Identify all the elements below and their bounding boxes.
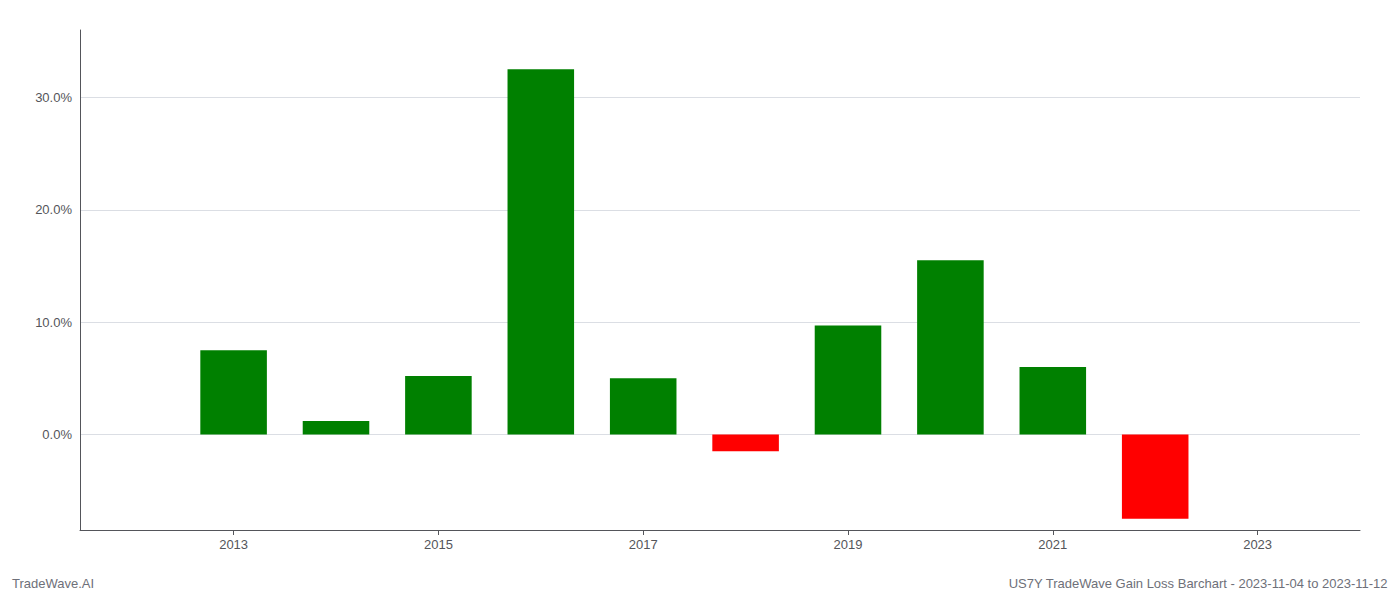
svg-text:0.0%: 0.0% (42, 427, 72, 442)
svg-text:2019: 2019 (834, 537, 863, 552)
svg-text:2021: 2021 (1038, 537, 1067, 552)
svg-text:20.0%: 20.0% (35, 202, 72, 217)
svg-text:2013: 2013 (219, 537, 248, 552)
svg-text:2017: 2017 (629, 537, 658, 552)
svg-text:2023: 2023 (1243, 537, 1272, 552)
svg-text:US7Y TradeWave Gain Loss Barch: US7Y TradeWave Gain Loss Barchart - 2023… (1009, 576, 1388, 591)
svg-text:TradeWave.AI: TradeWave.AI (12, 576, 94, 591)
svg-text:2015: 2015 (424, 537, 453, 552)
svg-text:10.0%: 10.0% (35, 315, 72, 330)
svg-text:30.0%: 30.0% (35, 90, 72, 105)
